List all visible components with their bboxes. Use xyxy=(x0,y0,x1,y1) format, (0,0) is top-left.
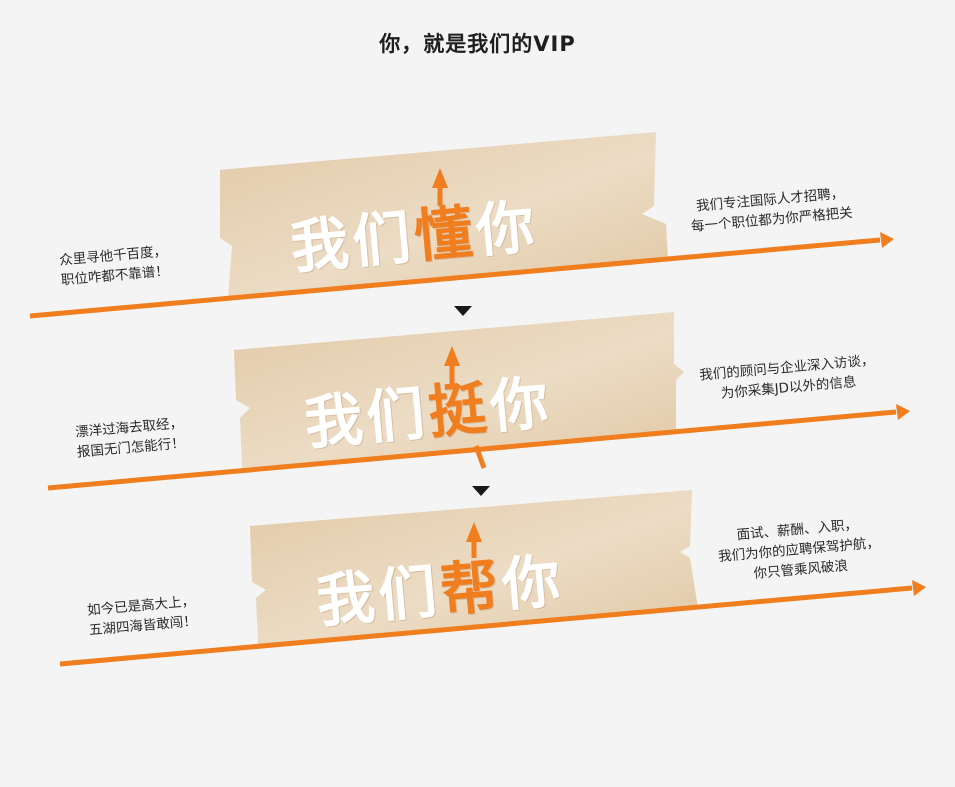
hero-suffix: 你 xyxy=(473,192,541,266)
hero-prefix: 我们 xyxy=(313,557,444,636)
section-support: 我们挺你 漂洋过海去取经， 报国无门怎能行！ 我们的顾问与企业深入访谈， 为你采… xyxy=(0,308,955,508)
timeline-arrowhead xyxy=(880,232,894,248)
hero-accent-word: 帮 xyxy=(437,551,506,625)
timeline-arrowhead xyxy=(912,580,926,596)
accent-up-arrow xyxy=(432,168,448,188)
timeline-line xyxy=(59,585,913,667)
banner-graphic xyxy=(29,132,894,319)
hero-suffix: 你 xyxy=(499,546,567,620)
hero-accent-word: 挺 xyxy=(425,373,494,447)
page-title: 你，就是我们的VIP xyxy=(379,32,576,56)
section-help: 我们帮你 如今已是高大上， 五湖四海皆敢闯！ 面试、薪酬、入职， 我们为你的应聘… xyxy=(0,486,955,686)
timeline-line xyxy=(47,409,897,491)
timeline-line xyxy=(29,237,881,319)
banner-card xyxy=(234,312,684,468)
accent-down-stroke xyxy=(473,445,487,469)
hero-suffix: 你 xyxy=(487,368,555,442)
banner-card xyxy=(218,132,668,298)
timeline-arrowhead xyxy=(896,404,910,420)
down-arrow-icon xyxy=(472,486,490,496)
banner-graphic xyxy=(59,490,926,667)
hero-prefix: 我们 xyxy=(301,379,432,458)
banner-card xyxy=(250,490,698,644)
banner-graphic xyxy=(47,312,910,491)
accent-up-arrow xyxy=(466,522,482,542)
hero-prefix: 我们 xyxy=(287,203,418,282)
hero-accent-word: 懂 xyxy=(411,197,480,271)
down-arrow-icon xyxy=(454,306,472,316)
accent-up-arrow xyxy=(444,346,460,366)
section-understand: 我们懂你 众里寻他千百度， 职位咋都不靠谱！ 我们专注国际人才招聘， 每一个职位… xyxy=(0,128,955,328)
